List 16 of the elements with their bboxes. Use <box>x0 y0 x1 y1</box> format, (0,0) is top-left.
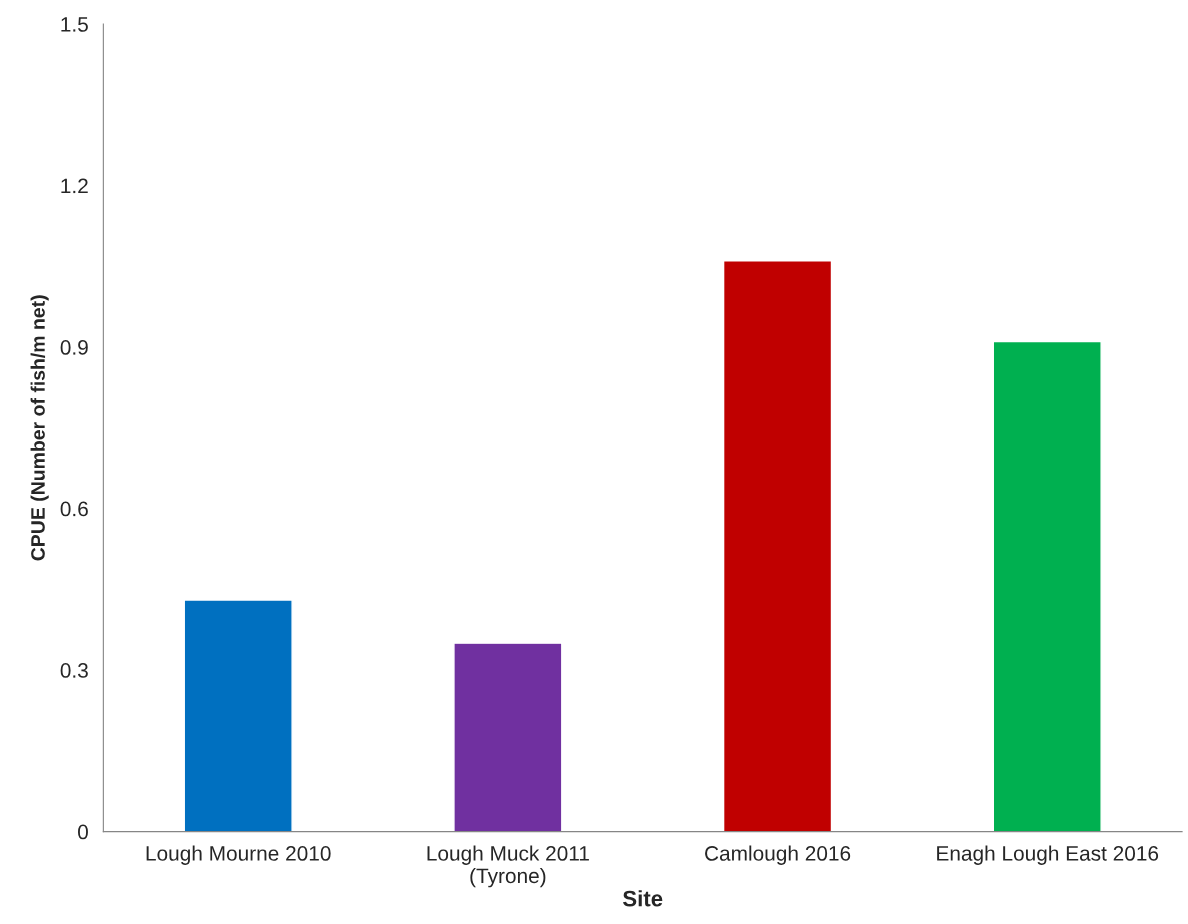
y-tick-label: 0.3 <box>60 663 88 678</box>
bar <box>453 642 563 832</box>
y-axis-title: CPUE (Number of fish/m net) <box>30 295 49 561</box>
bar <box>722 260 833 832</box>
x-tick-label: Lough Muck 2011 (Tyrone) <box>427 845 589 888</box>
bar <box>183 599 293 832</box>
x-axis-title: Site <box>622 890 663 907</box>
y-tick-label: 1.2 <box>61 178 88 194</box>
y-tick-label: 1.5 <box>61 17 88 32</box>
x-tick-label: Lough Mourne 2010 <box>146 845 331 865</box>
y-tick-label: 0.6 <box>60 501 88 517</box>
bar <box>992 340 1102 832</box>
y-tick-label: 0.9 <box>60 340 88 355</box>
x-tick-label: Enagh Lough East 2016 <box>937 845 1159 865</box>
x-tick-label: Camlough 2016 <box>705 845 851 865</box>
y-tick-label: 0 <box>78 824 88 840</box>
